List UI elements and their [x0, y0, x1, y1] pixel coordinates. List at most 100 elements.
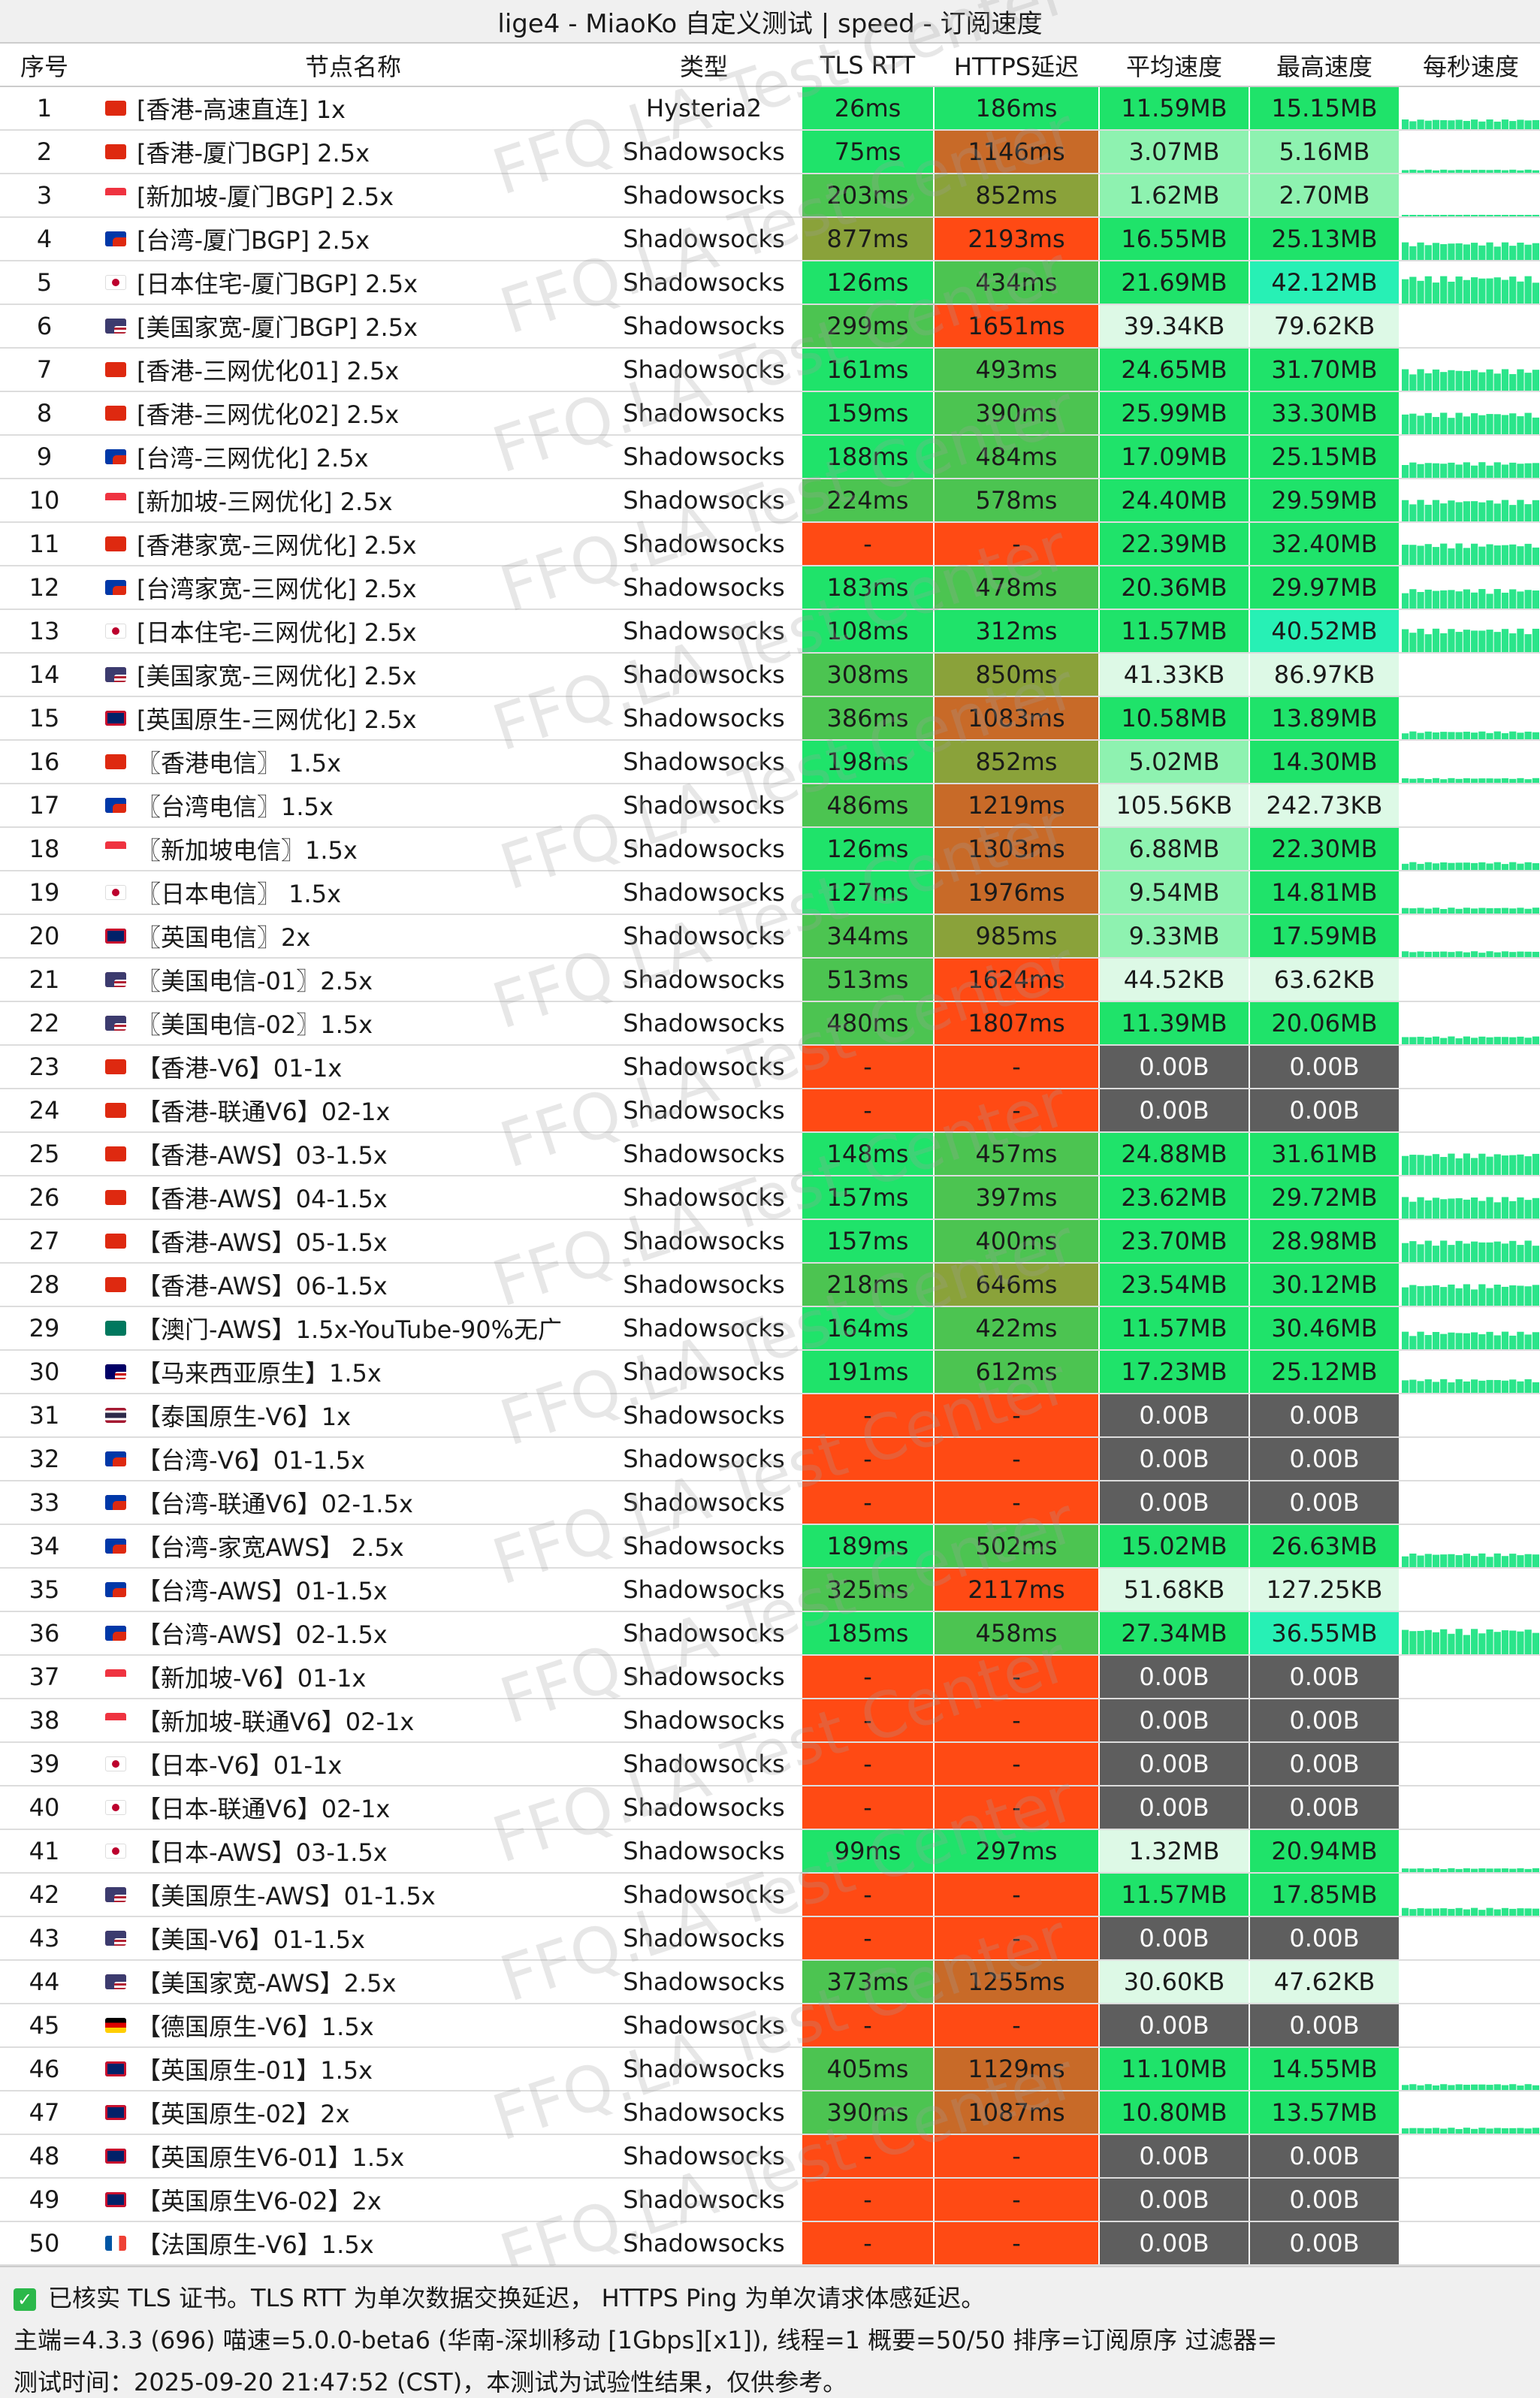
https-latency-value: 852ms: [935, 741, 1098, 783]
sparkline-bar: [1402, 951, 1409, 957]
table-row[interactable]: 13 [日本住宅-三网优化] 2.5x Shadowsocks 108ms 312ms 1…: [0, 610, 1540, 654]
https-latency-value: 852ms: [935, 174, 1098, 216]
table-row[interactable]: 21 〖美国电信-01〗2.5x Shadowsocks 513ms 1624ms 44.…: [0, 959, 1540, 1002]
table-row[interactable]: 26 【香港-AWS】04-1.5x Shadowsocks 157ms 397ms 23…: [0, 1176, 1540, 1220]
protocol-type: Shadowsocks: [608, 305, 799, 347]
https-latency-value: -: [935, 1699, 1098, 1741]
table-row[interactable]: 43 【美国-V6】01-1.5x Shadowsocks - - 0.00B 0.00B: [0, 1917, 1540, 1961]
table-row[interactable]: 8 [香港-三网优化02] 2.5x Shadowsocks 159ms 390ms 25…: [0, 392, 1540, 436]
table-row[interactable]: 41 【日本-AWS】03-1.5x Shadowsocks 99ms 297ms 1.3…: [0, 1830, 1540, 1874]
sparkline-bar: [1532, 119, 1539, 129]
sparkline-bar: [1440, 503, 1448, 521]
avg-speed-value: 11.10MB: [1100, 2048, 1249, 2090]
sparkline-bar: [1440, 951, 1448, 957]
table-row[interactable]: 7 [香港-三网优化01] 2.5x Shadowsocks 161ms 493ms 24…: [0, 349, 1540, 392]
table-row[interactable]: 6 [美国家宽-厦门BGP] 2.5x Shadowsocks 299ms 1651ms…: [0, 305, 1540, 349]
tls-rtt-value: -: [802, 2004, 933, 2046]
table-row[interactable]: 4 [台湾-厦门BGP] 2.5x Shadowsocks 877ms 2193ms 16…: [0, 218, 1540, 261]
table-row[interactable]: 22 〖美国电信-02〗1.5x Shadowsocks 480ms 1807ms 11.…: [0, 1002, 1540, 1046]
table-row[interactable]: 12 [台湾家宽-三网优化] 2.5x Shadowsocks 183ms 478ms 2…: [0, 566, 1540, 610]
table-row[interactable]: 29 【澳门-AWS】1.5x-YouTube-90%无广 Shadowsocks 1…: [0, 1307, 1540, 1351]
table-row[interactable]: 5 [日本住宅-厦门BGP] 2.5x Shadowsocks 126ms 434ms 2…: [0, 261, 1540, 305]
table-row[interactable]: 10 [新加坡-三网优化] 2.5x Shadowsocks 224ms 578ms 24…: [0, 479, 1540, 523]
max-speed-value-text: 86.97KB: [1273, 660, 1375, 689]
tls-rtt-value-text: 513ms: [826, 965, 909, 994]
table-row[interactable]: 35 【台湾-AWS】01-1.5x Shadowsocks 325ms 2117ms 5…: [0, 1569, 1540, 1612]
table-row[interactable]: 18 〖新加坡电信〗1.5x Shadowsocks 126ms 1303ms 6.88M…: [0, 828, 1540, 871]
sparkline-bar: [1424, 1629, 1432, 1654]
protocol-type-text: Shadowsocks: [623, 1140, 785, 1168]
sparkline-bar: [1478, 1036, 1486, 1044]
table-row[interactable]: 45 【德国原生-V6】1.5x Shadowsocks - - 0.00B 0.00B: [0, 2004, 1540, 2048]
row-index-text: 22: [29, 1009, 60, 1037]
table-row[interactable]: 9 [台湾-三网优化] 2.5x Shadowsocks 188ms 484ms 17.0…: [0, 436, 1540, 479]
table-row[interactable]: 15 [英国原生-三网优化] 2.5x Shadowsocks 386ms 1083ms…: [0, 697, 1540, 741]
table-row[interactable]: 37 【新加坡-V6】01-1x Shadowsocks - - 0.00B 0.00B: [0, 1656, 1540, 1699]
sparkline-bar: [1448, 1554, 1455, 1567]
col-header-name[interactable]: 节点名称: [304, 53, 401, 81]
sparkline-bar: [1409, 545, 1417, 565]
table-row[interactable]: 16 〖香港电信〗 1.5x Shadowsocks 198ms 852ms 5.02MB…: [0, 741, 1540, 784]
table-row[interactable]: 42 【美国原生-AWS】01-1.5x Shadowsocks - - 11.57MB 1…: [0, 1874, 1540, 1917]
sparkline-bar: [1424, 215, 1432, 216]
col-header-max-speed[interactable]: 最高速度: [1276, 53, 1372, 81]
tls-rtt-value-text: 164ms: [826, 1314, 909, 1342]
avg-speed-value: 9.33MB: [1100, 915, 1249, 957]
col-header-https-latency[interactable]: HTTPS延迟: [953, 53, 1080, 81]
col-header-type[interactable]: 类型: [679, 53, 728, 81]
table-row[interactable]: 33 【台湾-联通V6】02-1.5x Shadowsocks - - 0.00B 0.00…: [0, 1481, 1540, 1525]
max-speed-value: 20.06MB: [1250, 1002, 1399, 1044]
tls-rtt-value: -: [802, 1089, 933, 1131]
table-row[interactable]: 2 [香港-厦门BGP] 2.5x Shadowsocks 75ms 1146ms 3.0…: [0, 131, 1540, 174]
table-row[interactable]: 14 [美国家宽-三网优化] 2.5x Shadowsocks 308ms 850ms 4…: [0, 654, 1540, 697]
window-title: lige4 - MiaoKo 自定义测试 | speed - 订阅速度: [0, 0, 1540, 44]
table-row[interactable]: 23 【香港-V6】01-1x Shadowsocks - - 0.00B 0.00B: [0, 1046, 1540, 1089]
avg-speed-value-text: 0.00B: [1139, 1053, 1209, 1081]
table-row[interactable]: 39 【日本-V6】01-1x Shadowsocks - - 0.00B 0.00B: [0, 1743, 1540, 1786]
sparkline-bar: [1532, 1197, 1539, 1219]
row-index-text: 5: [36, 268, 53, 297]
table-row[interactable]: 11 [香港家宽-三网优化] 2.5x Shadowsocks - - 22.39MB 32…: [0, 523, 1540, 566]
table-row[interactable]: 47 【英国原生-02】2x Shadowsocks 390ms 1087ms 10.80…: [0, 2091, 1540, 2135]
table-row[interactable]: 28 【香港-AWS】06-1.5x Shadowsocks 218ms 646ms 23…: [0, 1264, 1540, 1307]
row-index-text: 16: [29, 747, 60, 776]
col-header-index[interactable]: 序号: [20, 53, 68, 81]
table-row[interactable]: 50 【法国原生-V6】1.5x Shadowsocks - - 0.00B 0.00B: [0, 2222, 1540, 2266]
sparkline-bar: [1440, 1240, 1448, 1262]
sparkline-bar: [1409, 1909, 1417, 1916]
https-latency-value: 312ms: [935, 610, 1098, 652]
sparkline-bar: [1417, 1555, 1424, 1567]
avg-speed-value-text: 17.23MB: [1121, 1358, 1227, 1386]
sparkline-bar: [1424, 1240, 1432, 1262]
sparkline-bar: [1486, 170, 1493, 173]
table-row[interactable]: 40 【日本-联通V6】02-1x Shadowsocks - - 0.00B 0.00B: [0, 1786, 1540, 1830]
https-latency-value-text: 312ms: [975, 617, 1058, 645]
col-header-avg-speed[interactable]: 平均速度: [1125, 53, 1222, 81]
table-row[interactable]: 19 〖日本电信〗 1.5x Shadowsocks 127ms 1976ms 9.54M…: [0, 871, 1540, 915]
max-speed-value: 25.15MB: [1250, 436, 1399, 478]
table-row[interactable]: 46 【英国原生-01】1.5x Shadowsocks 405ms 1129ms 11.…: [0, 2048, 1540, 2091]
table-row[interactable]: 44 【美国家宽-AWS】2.5x Shadowsocks 373ms 1255ms 30…: [0, 1961, 1540, 2004]
sparkline-bar: [1463, 548, 1470, 565]
table-row[interactable]: 34 【台湾-家宽AWS】 2.5x Shadowsocks 189ms 502ms 15…: [0, 1525, 1540, 1569]
table-row[interactable]: 36 【台湾-AWS】02-1.5x Shadowsocks 185ms 458ms 27…: [0, 1612, 1540, 1656]
max-speed-value-text: 22.30MB: [1271, 835, 1378, 863]
table-row[interactable]: 20 〖英国电信〗2x Shadowsocks 344ms 985ms 9.33MB 17.…: [0, 915, 1540, 959]
col-header-per-second-speed[interactable]: 每秒速度: [1422, 53, 1519, 81]
table-row[interactable]: 48 【英国原生V6-01】1.5x Shadowsocks - - 0.00B 0.00B: [0, 2135, 1540, 2179]
table-row[interactable]: 24 【香港-联通V6】02-1x Shadowsocks - - 0.00B 0.00B: [0, 1089, 1540, 1133]
table-row[interactable]: 38 【新加坡-联通V6】02-1x Shadowsocks - - 0.00B 0.00B: [0, 1699, 1540, 1743]
table-row[interactable]: 17 〖台湾电信〗1.5x Shadowsocks 486ms 1219ms 105.56…: [0, 784, 1540, 828]
col-header-tls-rtt[interactable]: TLS RTT: [820, 51, 916, 80]
table-row[interactable]: 49 【英国原生V6-02】2x Shadowsocks - - 0.00B 0.00B: [0, 2179, 1540, 2222]
sparkline-bar: [1448, 243, 1455, 260]
table-row[interactable]: 27 【香港-AWS】05-1.5x Shadowsocks 157ms 400ms 23…: [0, 1220, 1540, 1264]
table-row[interactable]: 32 【台湾-V6】01-1.5x Shadowsocks - - 0.00B 0.00B: [0, 1438, 1540, 1481]
table-row[interactable]: 1 [香港-高速直连] 1x Hysteria2 26ms 186ms 11.59MB 15…: [0, 87, 1540, 131]
node-name: [香港-三网优化02] 2.5x: [98, 392, 608, 434]
table-row[interactable]: 30 【马来西亚原生】1.5x Shadowsocks 191ms 612ms 17.23…: [0, 1351, 1540, 1394]
table-row[interactable]: 25 【香港-AWS】03-1.5x Shadowsocks 148ms 457ms 24…: [0, 1133, 1540, 1176]
table-row[interactable]: 31 【泰国原生-V6】1x Shadowsocks - - 0.00B 0.00B: [0, 1394, 1540, 1438]
table-row[interactable]: 3 [新加坡-厦门BGP] 2.5x Shadowsocks 203ms 852ms 1.…: [0, 174, 1540, 218]
sparkline-bar: [1455, 632, 1463, 652]
